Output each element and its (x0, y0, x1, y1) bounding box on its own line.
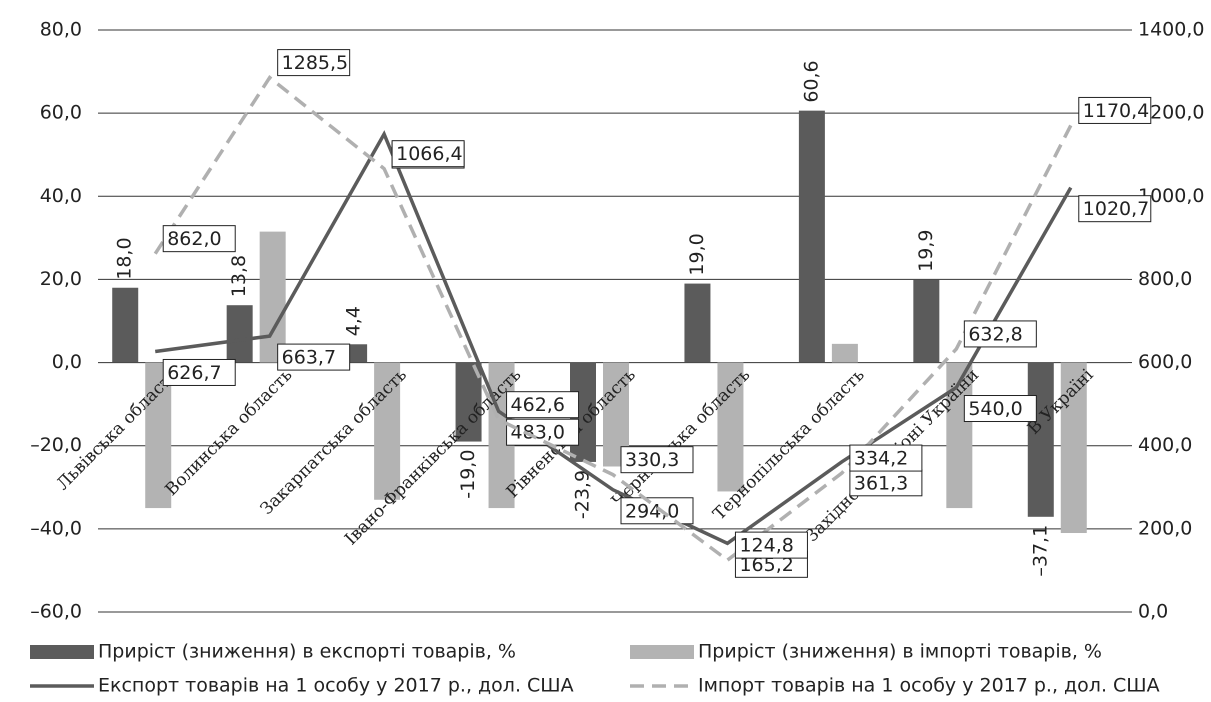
y-tick-label: 60,0 (40, 102, 82, 124)
label-box (620, 497, 694, 525)
line-value-text: 862,0 (167, 228, 221, 250)
y-tick-label: 80,0 (40, 19, 82, 41)
label-box (963, 395, 1037, 423)
bar (913, 279, 940, 363)
y-tick-label: –60,0 (30, 601, 82, 623)
bar (145, 362, 172, 509)
label-box (1078, 195, 1152, 223)
legend-label: Імпорт товарів на 1 особу у 2017 р., дол… (698, 675, 1160, 697)
y2-tick-label: 1200,0 (1138, 102, 1204, 124)
bar (831, 343, 858, 363)
line-value-text: 1066,4 (396, 143, 462, 165)
line-value-label: 294,0 (620, 497, 694, 525)
bar-value-label: -19,0 (457, 450, 479, 499)
legend-label: Експорт товарів на 1 особу у 2017 р., до… (98, 675, 574, 697)
label-box (162, 358, 236, 386)
label-box (620, 446, 694, 474)
y2-tick-label: 600,0 (1138, 351, 1192, 373)
line-value-label: 1285,5 (277, 49, 351, 77)
y-tick-label: 20,0 (40, 268, 82, 290)
bar-value-label: 18,0 (114, 237, 136, 279)
line-value-text: 124,8 (739, 535, 793, 557)
label-box (506, 418, 580, 446)
legend-label: Приріст (зниження) в імпорті товарів, % (698, 641, 1102, 663)
line-value-label: 1066,4 (391, 140, 465, 168)
line-value-label: 626,7 (162, 358, 236, 386)
y2-tick-label: 400,0 (1138, 434, 1192, 456)
y-tick-label: –40,0 (30, 517, 82, 539)
label-box (506, 391, 580, 419)
bar (717, 362, 744, 492)
line-value-label: 632,8 (963, 320, 1037, 348)
line-value-label: 862,0 (162, 225, 236, 253)
line-value-text: 361,3 (854, 472, 908, 494)
label-box (391, 140, 465, 168)
line-value-text: 165,2 (739, 554, 793, 576)
line-value-label: 663,7 (277, 343, 351, 371)
label-box (963, 320, 1037, 348)
line-value-label: 361,3 (849, 469, 923, 497)
label-box (734, 531, 808, 559)
line-value-text: 1170,4 (1083, 100, 1149, 122)
line-value-text: 626,7 (167, 362, 221, 384)
line-value-text: 632,8 (968, 323, 1022, 345)
y2-tick-label: 800,0 (1138, 268, 1192, 290)
line-value-text: 462,6 (511, 394, 565, 416)
legend-label: Приріст (зниження) в експорті товарів, % (98, 641, 516, 663)
y2-tick-label: 200,0 (1138, 517, 1192, 539)
line-value-text: 334,2 (854, 448, 908, 470)
line-value-text: 483,0 (511, 422, 565, 444)
y-tick-label: 0,0 (52, 351, 82, 373)
line (153, 75, 1073, 563)
line-value-text: 663,7 (282, 347, 336, 369)
legend-swatch (30, 645, 94, 659)
line-value-text: 294,0 (625, 500, 679, 522)
line-value-label: 334,2 (849, 444, 923, 472)
line-value-text: 1285,5 (282, 52, 348, 74)
y-tick-label: 40,0 (40, 185, 82, 207)
y2-tick-label: 1400,0 (1138, 19, 1204, 41)
line-value-label: 1020,7 (1078, 195, 1152, 223)
bar (1060, 362, 1087, 534)
bar-value-label: 13,8 (228, 255, 250, 297)
line-value-label: 330,3 (620, 446, 694, 474)
bar-value-label: 19,0 (686, 233, 708, 275)
y2-tick-label: 1000,0 (1138, 185, 1204, 207)
y2-tick-label: 0,0 (1138, 601, 1168, 623)
line-value-text: 540,0 (968, 398, 1022, 420)
bar (684, 283, 711, 363)
y-tick-label: –20,0 (30, 434, 82, 456)
bar-value-label: –37,1 (1029, 525, 1051, 577)
label-box (162, 225, 236, 253)
line-value-label: 1170,4 (1078, 96, 1152, 124)
label-box (849, 444, 923, 472)
line-value-label: 124,8 (734, 531, 808, 559)
bar (259, 231, 286, 363)
legend-swatch (630, 645, 694, 659)
bar (1027, 362, 1054, 517)
line-value-label: 540,0 (963, 395, 1037, 423)
line-value-label: 462,6 (506, 391, 580, 419)
bar-value-label: -23,9 (572, 470, 594, 519)
bar (798, 110, 825, 363)
line-value-text: 330,3 (625, 449, 679, 471)
bar (374, 362, 401, 500)
bar-value-label: 4,4 (343, 306, 365, 336)
line-value-text: 1020,7 (1083, 198, 1149, 220)
label-box (277, 343, 351, 371)
label-box (277, 49, 351, 77)
bar (946, 362, 973, 509)
label-box (1078, 96, 1152, 124)
bar (226, 305, 253, 363)
line-value-label: 483,0 (506, 418, 580, 446)
bar-value-label: 60,6 (800, 60, 822, 102)
label-box (849, 469, 923, 497)
bar-value-label: 19,9 (915, 230, 937, 272)
line (154, 130, 1073, 546)
bar (112, 287, 139, 363)
